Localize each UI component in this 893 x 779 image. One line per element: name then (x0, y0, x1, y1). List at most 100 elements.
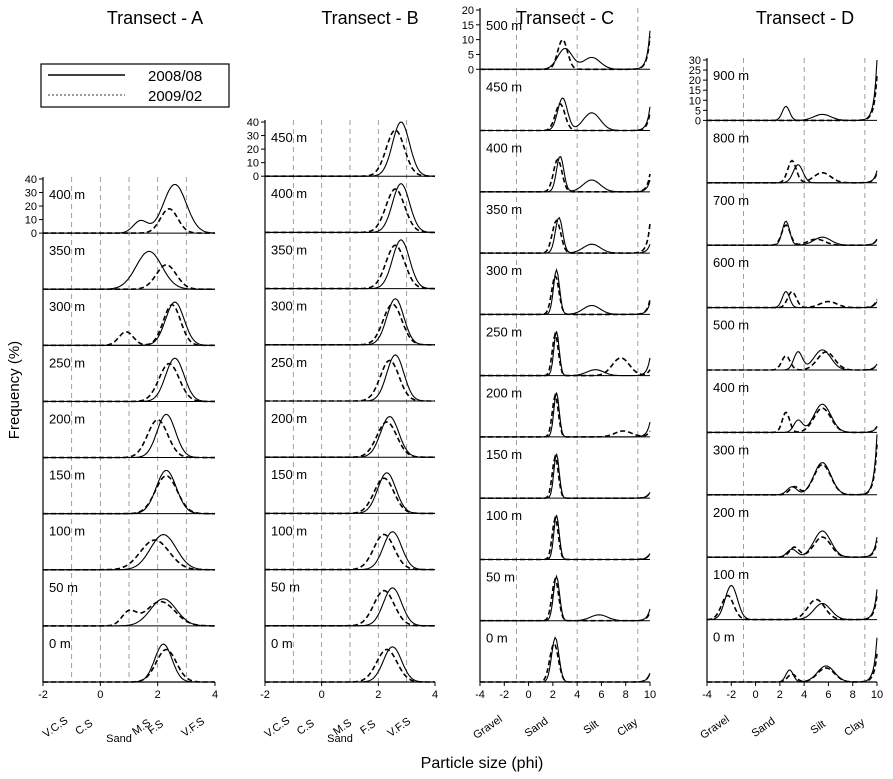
x-tick-label: -2 (38, 689, 48, 701)
panel-label: 400 m (49, 187, 85, 202)
y-tick-label: 5 (695, 105, 701, 117)
series-line-2009 (43, 648, 215, 683)
series-line-2009 (265, 188, 435, 234)
panel-label: 300 m (271, 299, 307, 314)
series-line-2008 (707, 220, 878, 246)
x-tick-label: 8 (623, 689, 629, 701)
class-label: C.S (295, 717, 317, 737)
class-label: V.F.S (385, 715, 413, 739)
x-tick-label: 0 (319, 689, 325, 701)
series-line-2008 (480, 156, 651, 193)
legend-box (40, 63, 230, 108)
panel-label: 900 m (713, 68, 749, 83)
x-tick-label: 2 (777, 689, 783, 701)
y-axis-label: Frequency (%) (6, 341, 23, 439)
panel-label: 350 m (49, 243, 85, 258)
series-line-2009 (707, 407, 878, 434)
x-tick-label: 0 (753, 689, 759, 701)
panel-label: 0 m (486, 631, 508, 646)
series-line-2009 (707, 351, 878, 371)
panel-label: 50 m (271, 580, 300, 595)
group-label: Sand (327, 733, 353, 745)
panel-label: 250 m (49, 355, 85, 370)
panel-label: 100 m (713, 567, 749, 582)
series-line-2008 (480, 30, 651, 70)
series-line-2008 (707, 530, 878, 558)
series-line-2009 (480, 219, 651, 254)
y-tick-label: 30 (25, 188, 37, 200)
series-line-2009 (480, 331, 651, 377)
series-line-2009 (265, 129, 435, 177)
transect-title: Transect - C (516, 8, 614, 28)
y-tick-label: 40 (247, 117, 259, 129)
series-line-2009 (480, 158, 651, 193)
y-tick-label: 20 (462, 5, 474, 17)
series-line-2009 (707, 224, 878, 246)
y-tick-label: 30 (247, 131, 259, 143)
panel-label: 100 m (271, 523, 307, 538)
panel-label: 200 m (271, 411, 307, 426)
series-line-2009 (480, 103, 651, 132)
x-tick-label: -4 (475, 689, 485, 701)
series-line-2009 (707, 444, 878, 496)
panel-label: 450 m (271, 130, 307, 145)
series-line-2009 (706, 594, 878, 621)
panel-label: 150 m (271, 467, 307, 482)
series-line-2009 (265, 533, 435, 571)
series-line-2009 (43, 303, 215, 347)
series-line-2009 (480, 274, 651, 316)
series-line-2009 (265, 244, 435, 290)
class-label: Clay (615, 716, 640, 739)
panel-label: 400 m (713, 380, 749, 395)
panel-label: 350 m (486, 202, 522, 217)
class-label: Silt (809, 718, 828, 737)
series-line-2009 (707, 536, 878, 558)
x-tick-label: 4 (212, 689, 218, 701)
panel-label: 500 m (713, 318, 749, 333)
series-line-2009 (480, 36, 651, 71)
series-line-2008 (707, 290, 878, 309)
y-tick-label: 15 (689, 85, 701, 97)
class-label: F.S (146, 718, 166, 737)
panel-label: 0 m (49, 636, 71, 651)
panel-label: 0 m (713, 630, 735, 645)
y-tick-label: 10 (25, 215, 37, 227)
transect-title: Transect - A (107, 8, 203, 28)
class-label: C.S (73, 717, 95, 737)
legend-label-2009: 2009/02 (148, 88, 202, 105)
x-tick-label: 4 (801, 689, 807, 701)
x-tick-label: 2 (550, 689, 556, 701)
y-tick-label: 0 (31, 228, 37, 240)
x-tick-label: 0 (526, 689, 532, 701)
panel-label: 250 m (271, 355, 307, 370)
y-tick-label: 0 (695, 115, 701, 127)
x-tick-label: 2 (375, 689, 381, 701)
panel-label: 400 m (271, 186, 307, 201)
panel-label: 50 m (486, 569, 515, 584)
y-tick-label: 20 (689, 75, 701, 87)
x-tick-label: 0 (97, 689, 103, 701)
panel-label: 150 m (49, 468, 85, 483)
series-line-2009 (43, 600, 215, 627)
series-line-2009 (265, 303, 435, 346)
y-tick-label: 0 (253, 171, 259, 183)
series-line-2009 (480, 642, 651, 683)
legend: 2008/08 2009/02 (40, 63, 230, 108)
x-tick-label: -4 (702, 689, 712, 701)
panel-label: 150 m (486, 447, 522, 462)
y-tick-label: 5 (468, 49, 474, 61)
y-tick-label: 20 (247, 144, 259, 156)
panel-label: 200 m (486, 386, 522, 401)
class-label: Clay (842, 716, 867, 739)
series-line-2009 (265, 589, 435, 627)
x-tick-label: 6 (598, 689, 604, 701)
y-tick-label: 30 (689, 55, 701, 67)
x-axis-label: Particle size (phi) (421, 755, 544, 772)
panel-label: 100 m (49, 524, 85, 539)
x-tick-label: 8 (850, 689, 856, 701)
x-tick-label: 4 (432, 689, 438, 701)
class-label: Sand (523, 715, 551, 740)
